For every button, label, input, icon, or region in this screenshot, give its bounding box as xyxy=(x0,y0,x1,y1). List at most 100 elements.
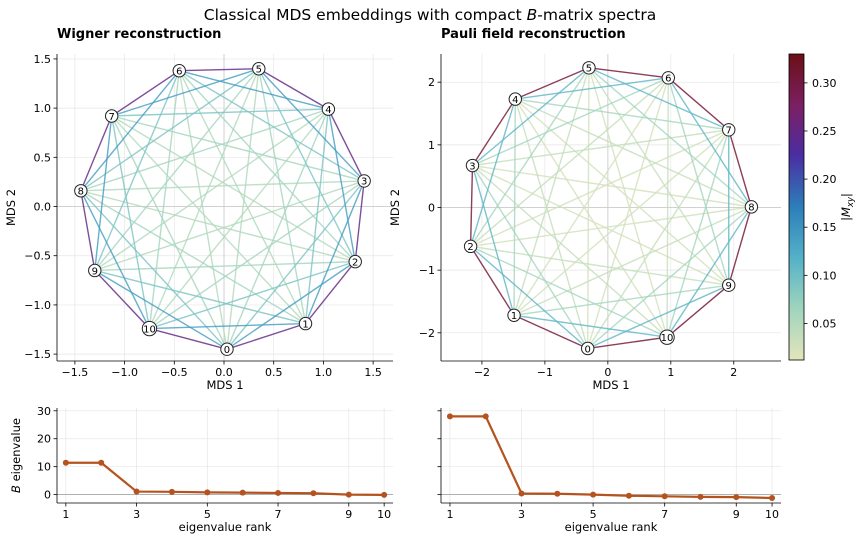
spectrum-point xyxy=(204,489,211,496)
graph-node-label: 10 xyxy=(661,333,674,344)
graph-edge xyxy=(587,67,590,349)
graph-edge xyxy=(179,70,329,110)
colorbar-label: |Mxy| xyxy=(839,193,856,221)
graph-edge xyxy=(327,108,365,182)
graph-edge xyxy=(515,98,752,208)
graph-edge xyxy=(354,180,365,262)
graph-edge xyxy=(470,245,729,286)
y-axis-label: B eigenvalue xyxy=(9,418,23,493)
graph-edge xyxy=(513,284,729,316)
x-tick-label: −1 xyxy=(537,366,553,379)
graph-edge xyxy=(728,206,753,286)
graph-node-circle xyxy=(321,102,336,116)
x-tick-label: 5 xyxy=(590,508,597,521)
graph-edge xyxy=(472,67,590,167)
graph-edge xyxy=(587,129,730,349)
graph-node-label: 9 xyxy=(92,266,98,277)
axes-title: Pauli field reconstruction xyxy=(441,27,626,42)
graph-edge xyxy=(588,67,730,131)
graph-edge xyxy=(515,98,729,131)
suptitle-after: -matrix spectra xyxy=(537,6,656,24)
pauli-axes: −2 −1 0 1 2 −2 −1 0 1 2 MDS 1 MDS 2 Pauli field reco… xyxy=(388,27,781,392)
graph-edge xyxy=(226,180,365,350)
x-tick-label: −1.5 xyxy=(62,366,89,379)
graph-edge xyxy=(471,165,515,316)
graph-node-label: 3 xyxy=(469,161,475,172)
spectrum-point xyxy=(554,490,561,497)
graph-node-circle xyxy=(74,184,88,198)
graph-node-circle xyxy=(661,71,675,85)
spectrum-point xyxy=(733,494,740,501)
graph-edge xyxy=(587,206,752,349)
figure-suptitle: Classical MDS embeddings with compact B-… xyxy=(204,6,656,24)
x-tick-label: 7 xyxy=(661,508,668,521)
graph-edge xyxy=(110,115,151,329)
graph-edge xyxy=(588,67,669,79)
x-tick-label: −1.0 xyxy=(111,366,138,379)
spectrum-line xyxy=(65,461,385,496)
wigner-axes: −1.5 −1.0 −0.5 0.0 0.5 1.0 1.5 −1.5 −1.0 −0.5 0.0 0… xyxy=(4,27,393,392)
graph-edge xyxy=(80,68,260,192)
graph-node-label: 6 xyxy=(665,74,671,85)
graph-node-label: 1 xyxy=(511,311,517,322)
x-axis-label: eigenvalue rank xyxy=(565,520,658,534)
graph-edge xyxy=(80,190,151,329)
y-tick-label: 20 xyxy=(37,433,51,446)
graph-edge xyxy=(94,260,356,272)
graph-edge xyxy=(94,269,150,330)
spectrum-point xyxy=(239,489,246,496)
graph-edge xyxy=(80,115,113,192)
graph-edge xyxy=(470,67,590,247)
graph-edge xyxy=(149,327,228,350)
y-tick-label: −2 xyxy=(419,327,435,340)
y-tick-label: −1.0 xyxy=(24,299,51,312)
x-tick-label: 0 xyxy=(604,366,611,379)
colorbar: 0.05 0.10 0.15 0.20 0.25 0.30 |Mxy| xyxy=(788,53,856,361)
graph-node-circle xyxy=(252,62,266,76)
graph-node-label: 5 xyxy=(586,64,592,75)
graph-edge xyxy=(80,190,228,350)
graph-edge xyxy=(515,77,669,100)
graph-node-circle xyxy=(659,329,675,345)
graph-edge xyxy=(258,68,329,110)
graph-node-label: 3 xyxy=(361,177,367,188)
graph-edge xyxy=(94,269,228,350)
colorbar-ticks: 0.05 0.10 0.15 0.20 0.25 0.30 xyxy=(804,77,837,330)
x-tick-label: 7 xyxy=(275,508,282,521)
graph-edge xyxy=(666,206,752,338)
spectrum-point xyxy=(310,490,317,497)
graph-edge xyxy=(80,70,180,192)
graph-edge xyxy=(470,245,515,316)
graph-edge xyxy=(667,77,752,208)
graph-edge xyxy=(304,261,356,325)
graph-node-label: 2 xyxy=(352,257,358,268)
graph-edge xyxy=(327,108,356,262)
graph-edge xyxy=(470,206,752,248)
suptitle-italic: B xyxy=(527,6,538,24)
graph-edge xyxy=(258,68,356,262)
graph-node-circle xyxy=(298,316,313,331)
spectrum-point xyxy=(381,491,388,498)
colorbar-tick-label: 0.15 xyxy=(812,221,837,234)
y-tick-label: 0.0 xyxy=(34,201,52,214)
graph-edge xyxy=(304,180,365,324)
graph-node-circle xyxy=(465,158,480,173)
graph-node-circle xyxy=(348,254,362,269)
graph-edge xyxy=(472,77,669,167)
graph-edge xyxy=(587,77,669,349)
suptitle-before: Classical MDS embeddings with compact xyxy=(204,6,527,24)
graph-edge xyxy=(513,314,668,338)
x-tick-label: 0.0 xyxy=(215,366,233,379)
edges xyxy=(469,67,753,350)
spectrum-point xyxy=(769,494,776,501)
y-axis-label: MDS 2 xyxy=(388,189,402,226)
graph-node-circle xyxy=(104,109,119,123)
graph-edge xyxy=(179,68,259,72)
graph-node-circle xyxy=(744,200,759,214)
edges xyxy=(80,68,365,350)
axes-title: Wigner reconstruction xyxy=(57,27,221,42)
graph-edge xyxy=(80,190,96,271)
graph-node-label: 8 xyxy=(748,203,754,214)
x-tick-label: 1 xyxy=(446,508,453,521)
